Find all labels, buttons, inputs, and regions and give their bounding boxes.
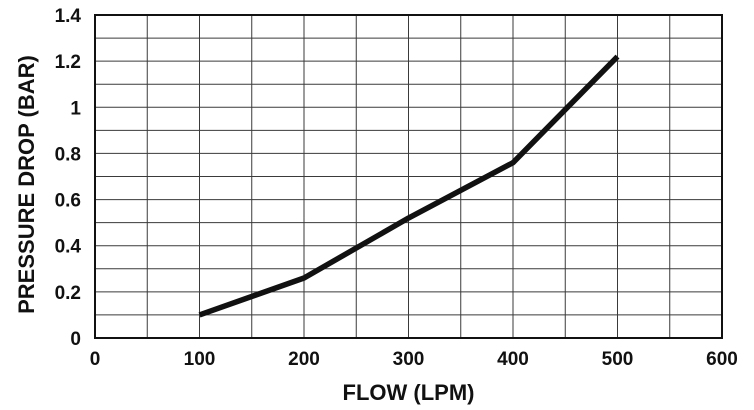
y-tick-label: 1.2 [55, 52, 81, 73]
plot-frame [94, 14, 723, 339]
y-axis-title: PRESSURE DROP (BAR) [14, 55, 39, 314]
series-line [198, 54, 620, 318]
y-tick-label: 0.2 [55, 283, 81, 304]
y-tick-label: 0.8 [55, 144, 81, 165]
x-tick-label: 300 [393, 349, 425, 370]
y-tick-labels: 0 0.2 0.4 0.6 0.8 1 1.2 1.4 [55, 6, 82, 350]
series-layer [198, 54, 620, 318]
y-tick-label: 1.4 [55, 6, 82, 27]
x-tick-label: 400 [497, 349, 529, 370]
x-tick-labels: 0 100 200 300 400 500 600 [90, 349, 738, 370]
y-tick-label: 0 [70, 329, 81, 350]
x-tick-label: 500 [602, 349, 634, 370]
x-tick-label: 600 [706, 349, 738, 370]
x-axis-title: FLOW (LPM) [343, 380, 475, 405]
y-tick-label: 0.6 [55, 191, 81, 212]
x-tick-label: 0 [90, 349, 101, 370]
y-tick-label: 0.4 [55, 237, 82, 258]
x-tick-label: 100 [184, 349, 216, 370]
grid-lines [95, 15, 722, 338]
y-tick-label: 1 [70, 98, 81, 119]
x-tick-label: 200 [288, 349, 320, 370]
